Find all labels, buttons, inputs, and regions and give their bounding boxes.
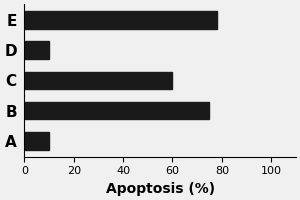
Bar — [24, 11, 217, 29]
Bar — [24, 72, 172, 89]
Bar — [24, 132, 49, 150]
Bar — [24, 102, 209, 119]
Bar — [24, 41, 49, 59]
X-axis label: Apoptosis (%): Apoptosis (%) — [106, 182, 215, 196]
